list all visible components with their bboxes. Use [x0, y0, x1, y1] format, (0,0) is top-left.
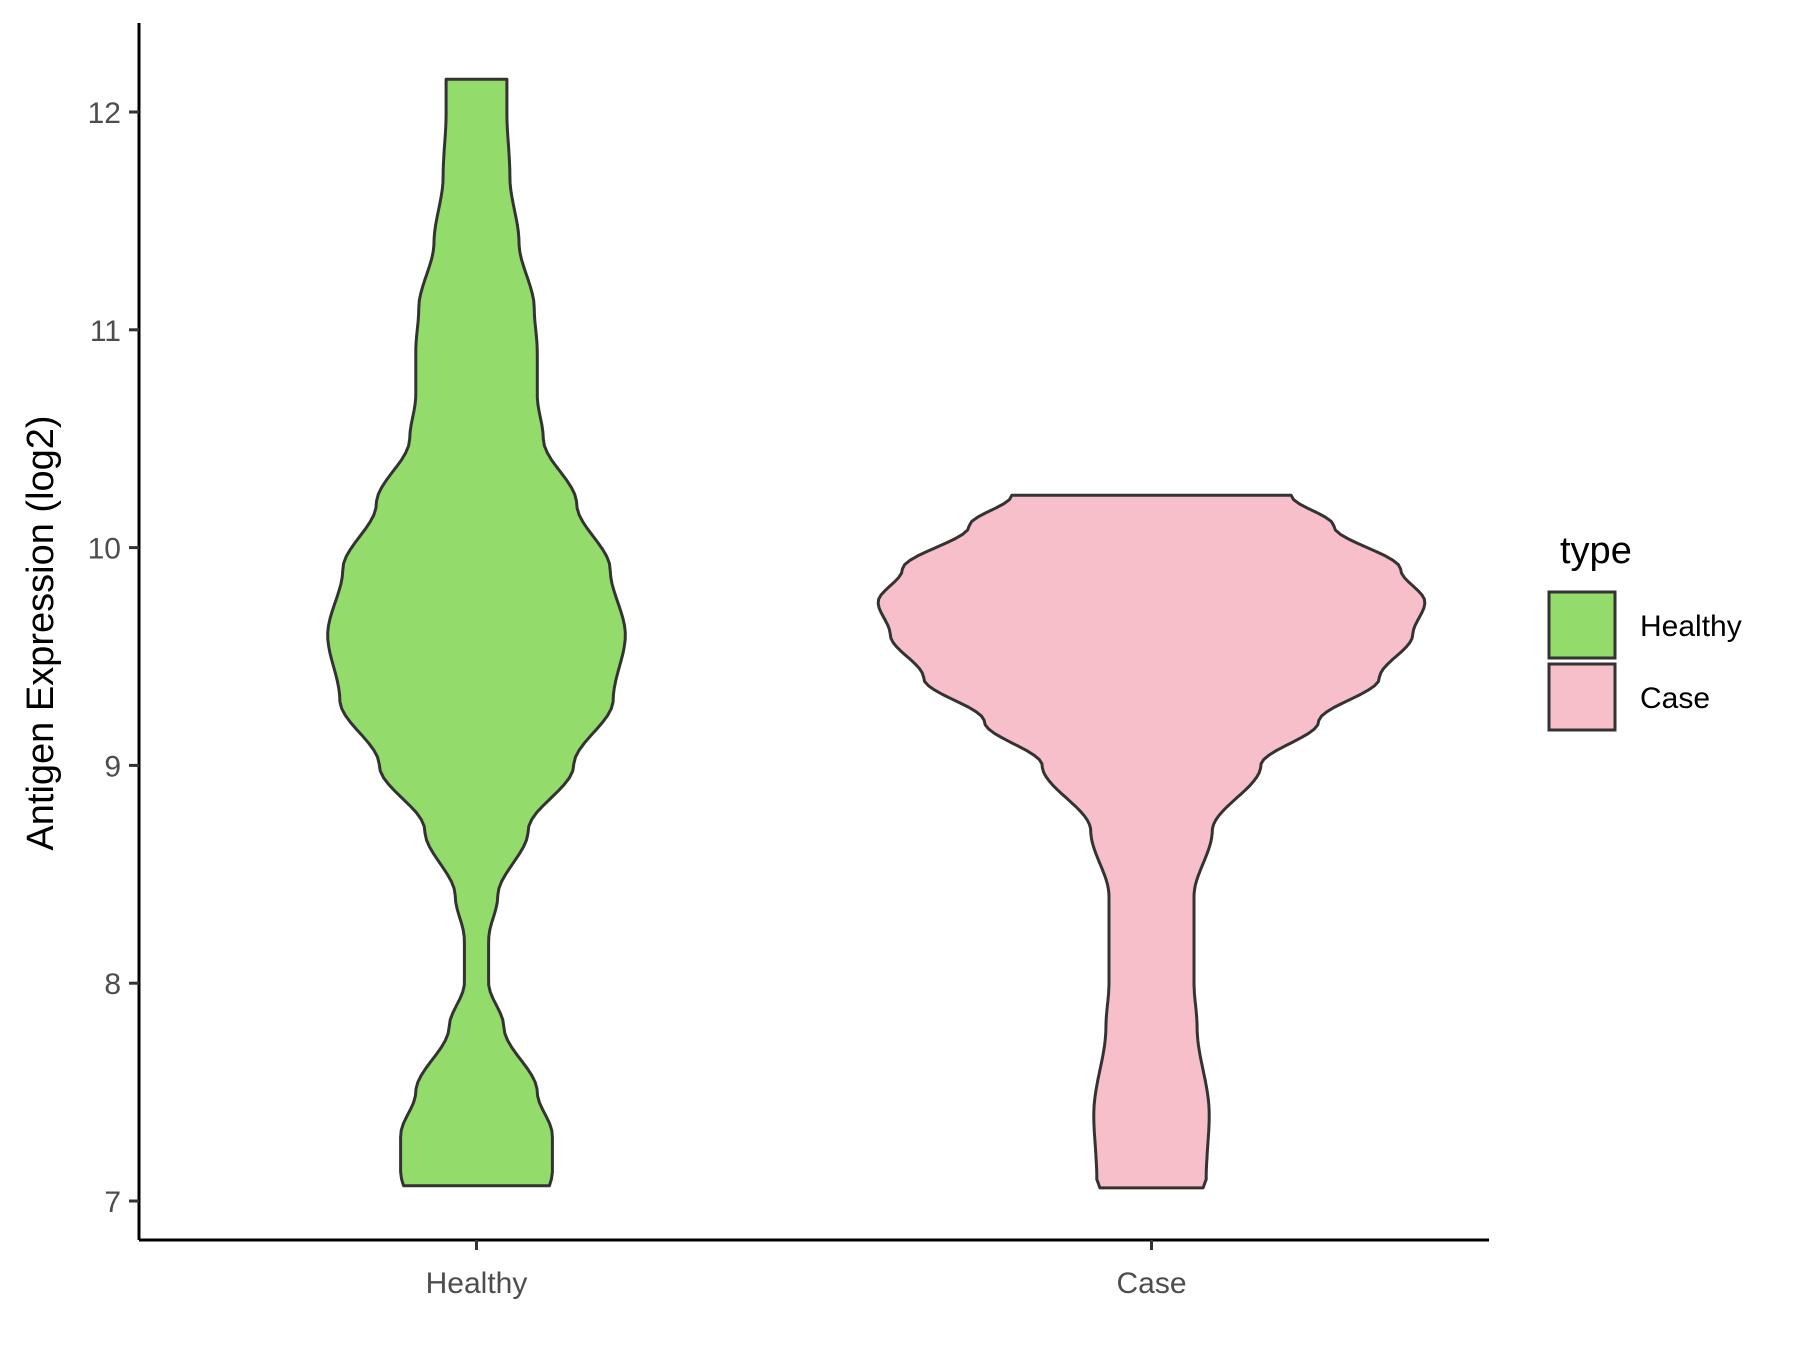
legend-key-case	[1547, 662, 1617, 732]
legend-title: type	[1560, 530, 1632, 572]
x-tick-label: Case	[1116, 1267, 1186, 1300]
legend-label-case: Case	[1640, 682, 1710, 715]
y-tick-label: 8	[104, 968, 121, 1001]
y-tick-label: 11	[90, 315, 121, 348]
axes	[137, 23, 1489, 1242]
violin-healthy	[326, 77, 627, 1188]
violin-layer	[326, 77, 1427, 1190]
legend: type Healthy Case	[1547, 530, 1742, 732]
legend-label-healthy: Healthy	[1640, 610, 1742, 643]
y-tick-label: 10	[88, 533, 121, 566]
x-ticks: Healthy Case	[426, 1240, 1187, 1300]
legend-entries: Healthy Case	[1547, 590, 1742, 732]
y-tick-label: 9	[104, 750, 121, 783]
legend-key-healthy	[1547, 590, 1617, 660]
y-ticks: 7 8 9 10 11 12	[88, 97, 139, 1219]
x-tick-label: Healthy	[426, 1267, 528, 1300]
y-axis-title: Antigen Expression (log2)	[20, 415, 62, 850]
violin-case	[876, 493, 1427, 1190]
y-tick-label: 12	[88, 97, 121, 130]
y-tick-label: 7	[104, 1186, 121, 1219]
